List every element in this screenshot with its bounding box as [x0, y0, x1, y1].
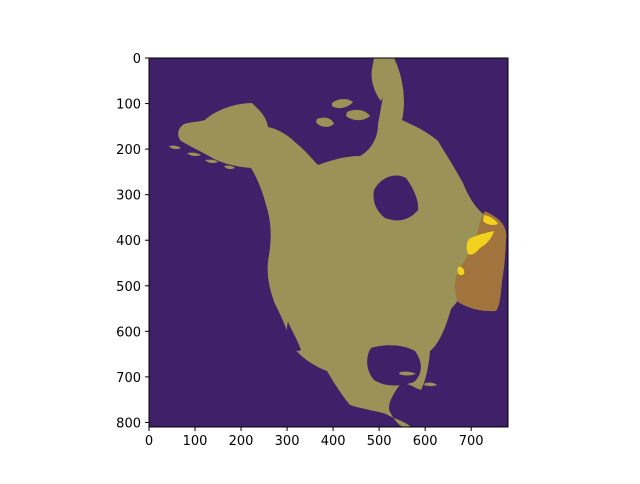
x-axis-tick-label: 400 — [321, 434, 346, 449]
y-axis-tick-label: 300 — [116, 189, 141, 204]
y-axis-tick-label: 700 — [116, 371, 141, 386]
highlighted-region — [454, 211, 506, 312]
map-layer — [169, 58, 507, 427]
caribbean-island — [424, 382, 437, 387]
aleutian-island — [224, 165, 235, 170]
x-axis: 0 100 200 300 400 500 600 700 — [145, 427, 484, 449]
x-axis-tick-label: 700 — [459, 434, 484, 449]
y-axis-tick-label: 0 — [133, 52, 141, 67]
x-axis-tick-label: 300 — [275, 434, 300, 449]
caribbean-island — [399, 371, 416, 376]
x-axis-tick-label: 600 — [413, 434, 438, 449]
y-axis-tick-label: 500 — [116, 280, 141, 295]
aleutian-island — [187, 152, 201, 157]
northern-island — [371, 58, 395, 101]
gulf-of-mexico — [367, 345, 421, 386]
highlighted-land — [457, 266, 465, 276]
y-axis-tick-label: 800 — [116, 416, 141, 431]
hudson-bay — [373, 175, 419, 221]
y-axis-tick-label: 200 — [116, 143, 141, 158]
aleutian-island — [169, 145, 181, 150]
arctic-island — [346, 109, 370, 121]
y-axis-tick-label: 100 — [116, 98, 141, 113]
x-axis-tick-label: 200 — [229, 434, 254, 449]
x-axis-tick-label: 500 — [367, 434, 392, 449]
highlighted-land — [483, 215, 498, 225]
north-america-landmass — [178, 60, 507, 427]
aleutian-island — [205, 159, 218, 164]
arctic-island — [316, 117, 334, 127]
y-axis-tick-label: 400 — [116, 234, 141, 249]
y-axis: 0 100 200 300 400 500 600 700 800 — [116, 52, 149, 431]
x-axis-tick-label: 100 — [183, 434, 208, 449]
axes-frame — [148, 57, 509, 428]
x-axis-tick-label: 0 — [145, 434, 153, 449]
y-axis-tick-label: 600 — [116, 325, 141, 340]
arctic-island — [332, 99, 353, 109]
gulf-of-california — [286, 322, 301, 351]
highlighted-land — [466, 231, 494, 255]
